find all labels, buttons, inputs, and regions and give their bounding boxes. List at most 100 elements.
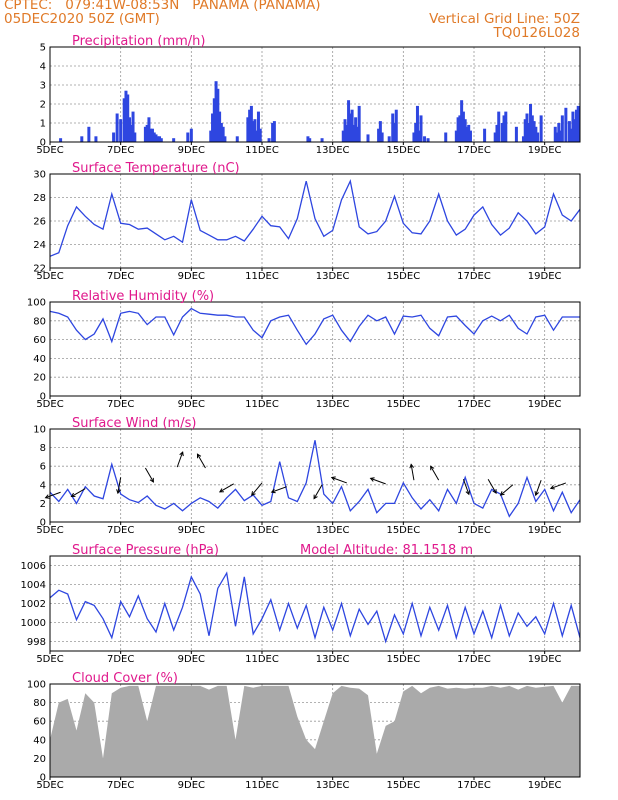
y-tick-label: 0: [40, 773, 46, 784]
precip-bar: [341, 130, 345, 142]
x-tick-label: 15DEC: [386, 145, 420, 156]
x-tick-label: 13DEC: [316, 399, 350, 410]
precip-bar: [87, 126, 91, 142]
cloud-cover-area: [50, 685, 580, 777]
precip-bar: [521, 136, 525, 142]
precip-bar: [214, 81, 218, 142]
precip-bar: [209, 130, 213, 142]
x-tick-label: 9DEC: [178, 525, 205, 536]
precip-bar: [235, 136, 239, 142]
pres-panel-title: Surface Pressure (hPa): [72, 543, 219, 558]
wind-arrow-head: [492, 489, 497, 494]
x-tick-label: 11DEC: [245, 145, 279, 156]
precip-bar: [465, 126, 469, 142]
precip-bar: [350, 109, 354, 142]
precip-bar: [59, 138, 63, 142]
x-tick-label: 5DEC: [36, 654, 63, 665]
precip-bar: [467, 124, 471, 142]
precip-bar: [94, 136, 98, 142]
precip-bar: [536, 132, 540, 142]
wind-arrow-head: [499, 491, 505, 496]
x-tick-label: 17DEC: [457, 525, 491, 536]
precip-bar: [147, 117, 151, 142]
wind-arrow-head: [116, 489, 121, 495]
precip-bar: [112, 132, 116, 142]
x-tick-label: 9DEC: [178, 271, 205, 282]
x-tick-label: 11DEC: [245, 654, 279, 665]
y-tick-label: 4: [40, 480, 46, 491]
y-tick-label: 5: [40, 43, 46, 54]
precip-bar: [251, 121, 255, 142]
y-tick-label: 3: [40, 81, 46, 92]
y-tick-label: 80: [33, 698, 46, 709]
x-tick-label: 7DEC: [107, 145, 134, 156]
y-tick-label: 24: [33, 240, 46, 251]
x-tick-label: 15DEC: [386, 525, 420, 536]
panel-frame: [49, 555, 581, 652]
wind-arrow-head: [149, 477, 154, 483]
precip-bar: [352, 124, 356, 142]
precip-bar: [555, 132, 559, 142]
y-tick-label: 2: [40, 499, 46, 510]
cloud-panel-title: Cloud Cover (%): [72, 671, 178, 686]
precip-bar: [255, 130, 259, 142]
x-tick-label: 7DEC: [107, 780, 134, 791]
x-tick-label: 13DEC: [316, 654, 350, 665]
wind-arrow-head: [330, 476, 336, 481]
precip-bar: [525, 113, 529, 142]
precip-bar: [532, 121, 536, 142]
precip-bar: [426, 138, 430, 142]
wind-arrow: [144, 467, 154, 483]
panel-frame: [49, 46, 581, 143]
x-tick-label: 19DEC: [528, 145, 562, 156]
wind-arrow: [251, 482, 263, 496]
x-tick-label: 5DEC: [36, 525, 63, 536]
precip-bar: [306, 136, 310, 142]
precip-bar: [463, 119, 467, 142]
wind-arrow: [197, 453, 206, 469]
wind-arrow-head: [465, 490, 470, 496]
wind-arrow: [535, 479, 542, 496]
precip-bar: [154, 134, 158, 142]
precip-bar: [343, 119, 347, 142]
wind-arrow: [550, 482, 567, 489]
wind-arrow: [410, 464, 415, 481]
precip-bar: [378, 121, 382, 142]
y-tick-label: 4: [40, 62, 46, 73]
wind-arrow: [370, 477, 386, 485]
precip-bar: [221, 126, 225, 142]
precip-bar: [159, 138, 163, 142]
wind-arrow-head: [70, 492, 76, 498]
precip-bar: [504, 111, 508, 142]
wind-arrow: [71, 488, 86, 497]
x-tick-label: 17DEC: [457, 399, 491, 410]
wind-arrow-head: [218, 488, 224, 493]
precip-bar: [149, 128, 153, 142]
precip-bar: [119, 119, 123, 142]
precip-bar: [527, 123, 531, 142]
x-tick-label: 11DEC: [245, 525, 279, 536]
y-tick-label: 40: [33, 354, 46, 365]
precip-bar: [417, 130, 421, 142]
precip-bar: [539, 115, 543, 142]
precip-bar: [249, 105, 253, 142]
y-tick-label: 20: [33, 373, 46, 384]
y-tick-label: 0: [40, 518, 46, 529]
precip-bar: [212, 98, 216, 142]
precip-bar: [461, 111, 465, 142]
precip-bar: [256, 111, 260, 142]
precip-bar: [124, 90, 128, 142]
x-tick-label: 19DEC: [528, 271, 562, 282]
precip-bar: [267, 138, 271, 142]
wind-series-line: [49, 440, 581, 518]
precip-bar: [493, 132, 497, 142]
x-tick-label: 17DEC: [457, 271, 491, 282]
wind-arrow-head: [179, 451, 184, 457]
precip-bar: [357, 105, 361, 142]
precip-bar: [258, 128, 262, 142]
x-tick-label: 17DEC: [457, 654, 491, 665]
y-tick-label: 26: [33, 217, 46, 228]
x-tick-label: 5DEC: [36, 399, 63, 410]
y-tick-label: 1002: [21, 599, 46, 610]
wind-arrow: [331, 476, 347, 484]
